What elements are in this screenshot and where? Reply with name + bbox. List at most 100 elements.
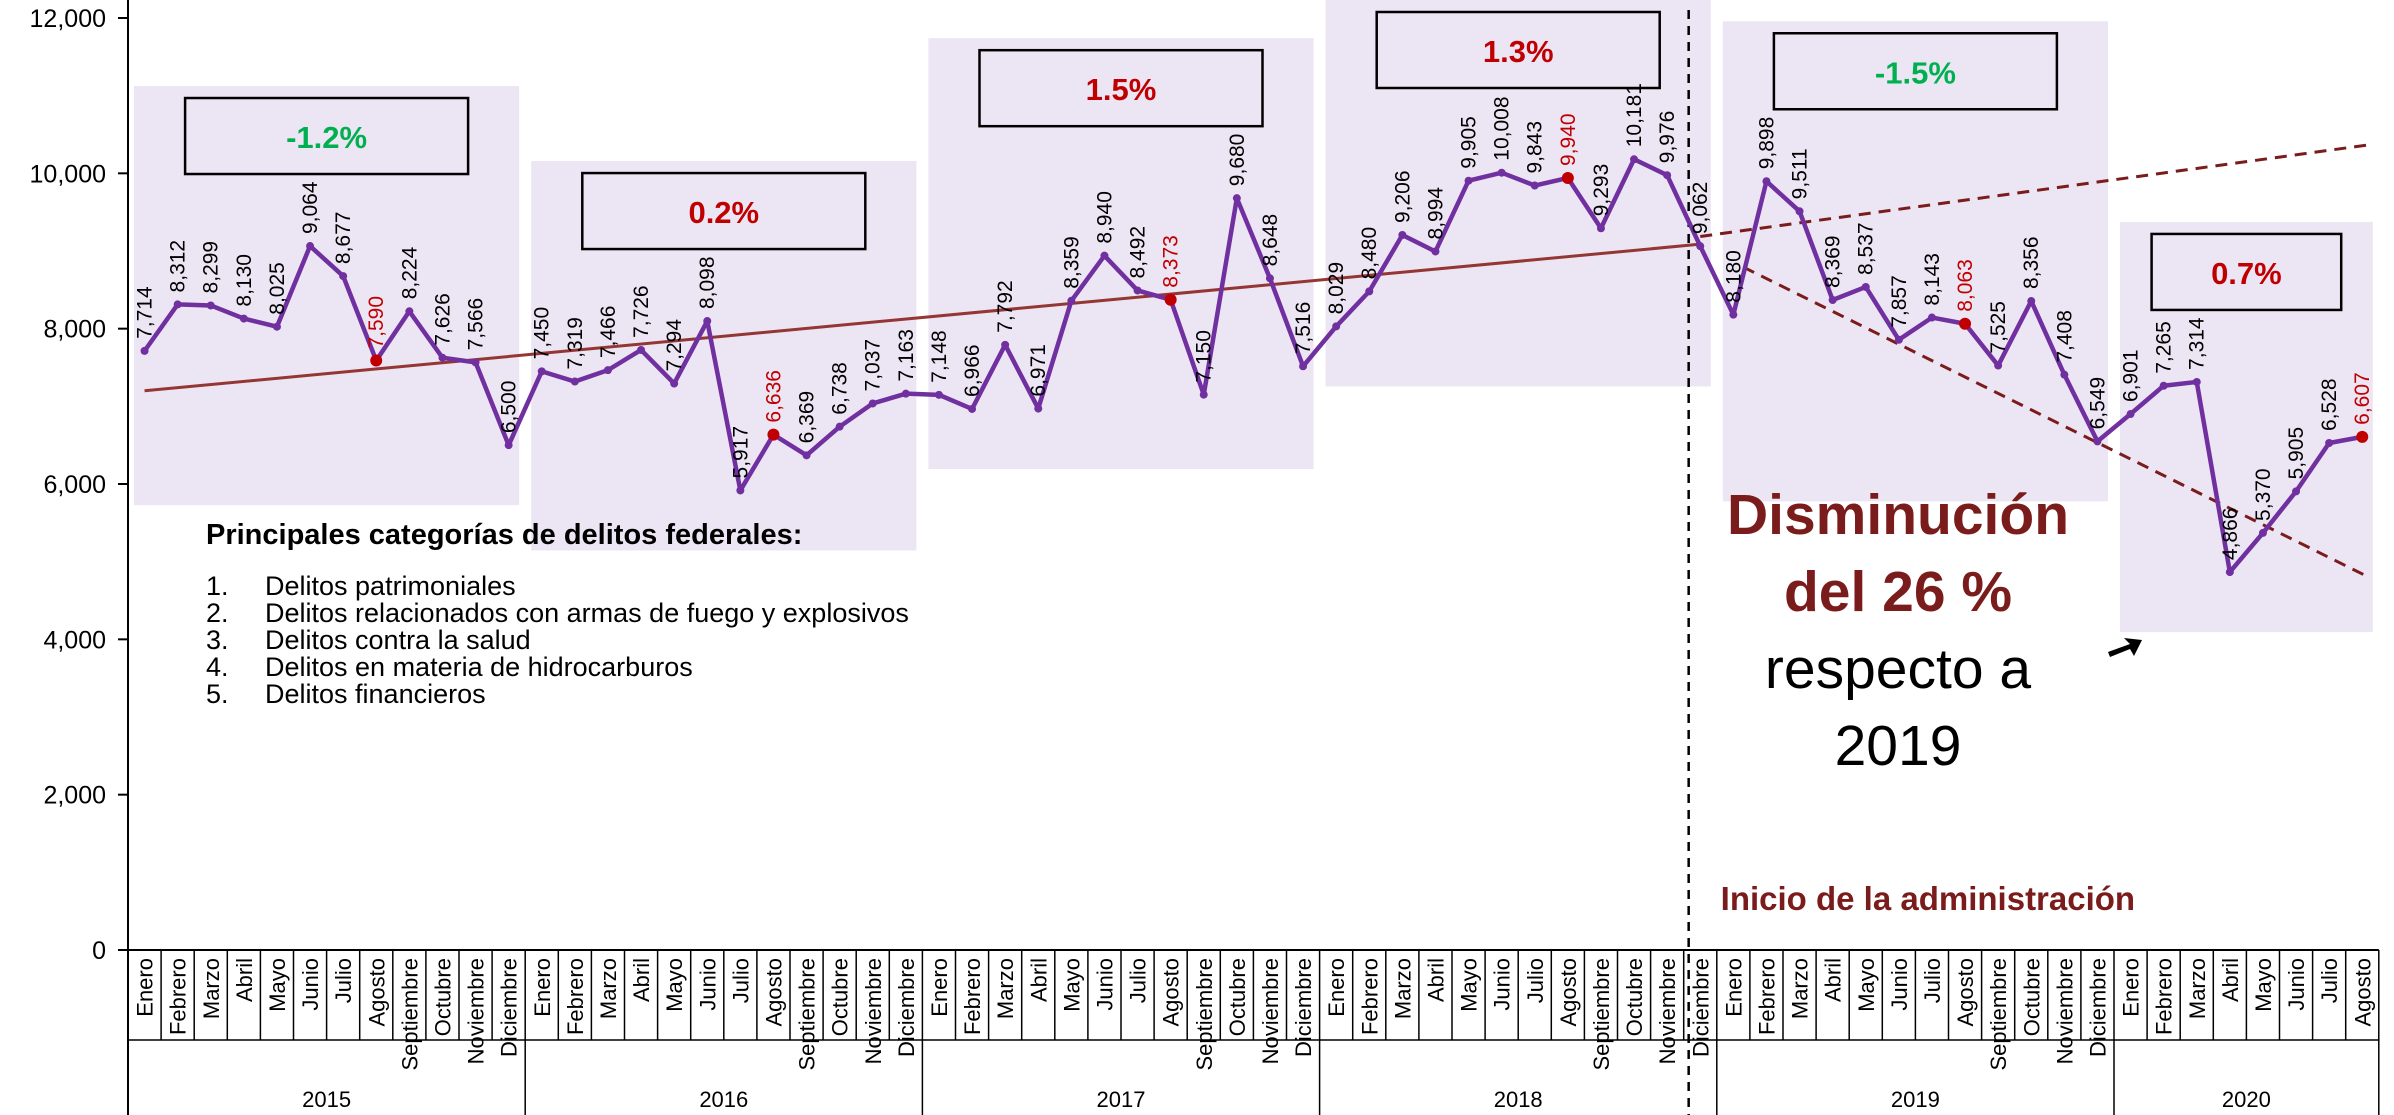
data-point bbox=[306, 242, 315, 251]
data-point bbox=[802, 451, 811, 460]
x-tick-label: Agosto bbox=[1556, 958, 1581, 1027]
data-label: 8,648 bbox=[1259, 214, 1282, 267]
data-point bbox=[703, 317, 712, 326]
y-tick-label: 6,000 bbox=[43, 471, 106, 499]
data-point bbox=[537, 367, 546, 376]
change-label: -1.2% bbox=[286, 120, 367, 155]
year-region bbox=[928, 38, 1314, 469]
data-point bbox=[140, 346, 149, 355]
data-label: 7,590 bbox=[365, 296, 388, 349]
change-label: 0.7% bbox=[2211, 256, 2282, 291]
data-label: 7,314 bbox=[2186, 317, 2209, 370]
data-label: 7,450 bbox=[531, 307, 554, 360]
data-point bbox=[2126, 410, 2135, 419]
data-label: 7,163 bbox=[895, 329, 918, 382]
y-tick-label: 8,000 bbox=[43, 316, 106, 344]
data-label: 9,062 bbox=[1689, 182, 1712, 235]
x-tick-label: Abril bbox=[1026, 958, 1051, 1002]
data-point bbox=[1431, 247, 1440, 256]
data-point bbox=[1464, 176, 1473, 185]
x-tick-label: Mayo bbox=[2251, 958, 2276, 1012]
data-label: 9,206 bbox=[1391, 170, 1414, 223]
x-tick-label: Octubre bbox=[1622, 958, 1647, 1036]
data-label: 7,726 bbox=[630, 285, 653, 338]
year-label: 2020 bbox=[2222, 1087, 2271, 1112]
x-tick-label: Noviembre bbox=[1655, 958, 1680, 1064]
data-label: 6,549 bbox=[2086, 377, 2109, 430]
x-tick-label: Julio bbox=[1523, 958, 1548, 1003]
data-label: 7,857 bbox=[1888, 275, 1911, 328]
data-label: 7,408 bbox=[2053, 310, 2076, 363]
data-label: 7,626 bbox=[431, 293, 454, 346]
data-label: 6,607 bbox=[2351, 372, 2374, 425]
data-label: 7,525 bbox=[1987, 301, 2010, 354]
data-point bbox=[405, 307, 414, 316]
x-tick-label: Abril bbox=[1821, 958, 1846, 1002]
data-point bbox=[868, 399, 877, 408]
data-point bbox=[2225, 568, 2234, 577]
note-number: 4. bbox=[206, 652, 229, 682]
y-tick-label: 2,000 bbox=[43, 782, 106, 810]
x-tick-label: Junio bbox=[1887, 958, 1912, 1011]
data-label: 8,356 bbox=[2020, 236, 2043, 289]
data-label: 9,511 bbox=[1789, 148, 1812, 199]
change-label: -1.5% bbox=[1875, 55, 1956, 90]
data-label: 7,037 bbox=[862, 339, 885, 392]
x-tick-label: Febrero bbox=[166, 958, 191, 1035]
data-point bbox=[173, 300, 182, 309]
data-point bbox=[1994, 361, 2003, 370]
data-point bbox=[272, 322, 281, 331]
change-box bbox=[1375, 10, 1661, 90]
data-point bbox=[1630, 155, 1639, 164]
data-point bbox=[1034, 404, 1043, 413]
data-point bbox=[1299, 362, 1308, 371]
data-point bbox=[1828, 296, 1837, 305]
x-tick-label: Junio bbox=[2284, 958, 2309, 1011]
callout-arrow bbox=[2108, 638, 2142, 657]
x-tick-label: Marzo bbox=[2185, 958, 2210, 1019]
note-number: 2. bbox=[206, 598, 229, 628]
x-tick-label: Septiembre bbox=[1986, 958, 2011, 1071]
x-tick-label: Enero bbox=[927, 958, 952, 1017]
data-label: 8,224 bbox=[398, 246, 421, 299]
data-label: 8,373 bbox=[1160, 235, 1183, 288]
x-tick-label: Agosto bbox=[364, 958, 389, 1027]
callout-text: Disminución bbox=[1727, 483, 2069, 547]
data-point bbox=[1365, 287, 1374, 296]
data-point bbox=[2325, 438, 2334, 447]
year-region bbox=[2120, 221, 2373, 633]
year-label: 2017 bbox=[1097, 1087, 1146, 1112]
data-label: 9,976 bbox=[1656, 111, 1679, 164]
data-label: 8,492 bbox=[1127, 226, 1150, 279]
x-tick-label: Enero bbox=[1324, 958, 1349, 1017]
data-line bbox=[142, 157, 2363, 575]
x-tick-label: Octubre bbox=[430, 958, 455, 1036]
data-label: 8,369 bbox=[1822, 235, 1845, 288]
data-point bbox=[968, 404, 977, 413]
x-tick-label: Junio bbox=[1490, 958, 1515, 1011]
data-label: 7,265 bbox=[2153, 321, 2176, 374]
x-tick-label: Enero bbox=[133, 958, 158, 1017]
data-label: 8,677 bbox=[332, 212, 355, 265]
data-label: 9,898 bbox=[1755, 117, 1778, 170]
note-text: Delitos relacionados con armas de fuego … bbox=[265, 598, 909, 628]
y-tick-label: 10,000 bbox=[30, 160, 106, 188]
year-label: 2015 bbox=[302, 1087, 351, 1112]
data-label: 7,150 bbox=[1193, 330, 1216, 383]
data-label: 8,940 bbox=[1093, 191, 1116, 244]
data-point bbox=[1959, 317, 1972, 330]
year-region bbox=[1325, 0, 1711, 387]
data-point bbox=[1100, 251, 1109, 260]
data-label: 7,466 bbox=[597, 306, 620, 359]
data-point bbox=[1927, 313, 1936, 322]
x-tick-label: Diciembre bbox=[2085, 958, 2110, 1057]
year-region bbox=[134, 86, 520, 506]
x-tick-label: Agosto bbox=[2350, 958, 2375, 1027]
data-label: 8,480 bbox=[1358, 227, 1381, 280]
note-text: Delitos financieros bbox=[265, 679, 486, 709]
x-tick-label: Julio bbox=[728, 958, 753, 1003]
data-label: 9,940 bbox=[1557, 113, 1580, 166]
x-tick-label: Noviembre bbox=[464, 958, 489, 1064]
data-point bbox=[2093, 437, 2102, 446]
data-label: 8,180 bbox=[1722, 250, 1745, 303]
